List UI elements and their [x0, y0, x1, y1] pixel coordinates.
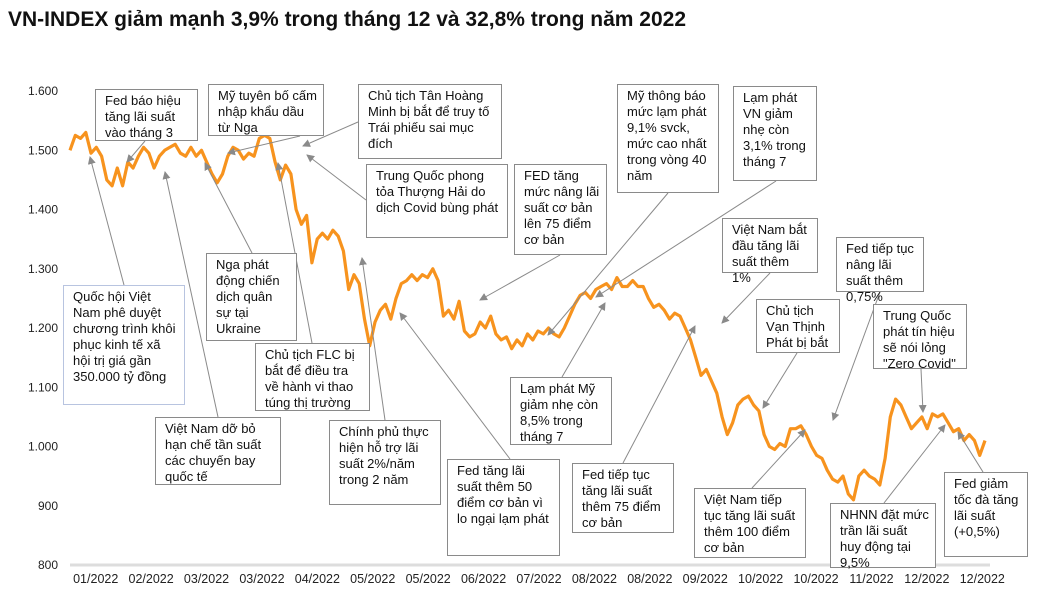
x-tick-label: 10/2022 — [793, 572, 838, 586]
annotation-box: Việt Nam bắt đầu tăng lãi suất thêm 1% — [722, 218, 818, 285]
x-tick-label: 06/2022 — [461, 572, 506, 586]
annotation-arrow — [204, 162, 253, 254]
annotation-box: Việt Nam tiếp tục tăng lãi suất thêm 100… — [694, 488, 806, 558]
annotation-box: Nga phát động chiến dịch quân sự tại Ukr… — [206, 253, 297, 341]
annotation-box: Việt Nam dỡ bỏ hạn chế tần suất các chuy… — [155, 417, 281, 485]
y-tick-label: 1.200 — [28, 321, 58, 335]
annotation-arrow — [883, 424, 946, 504]
chart-title: VN-INDEX giảm mạnh 3,9% trong tháng 12 v… — [8, 8, 687, 31]
annotation-arrow — [87, 156, 125, 286]
annotation-arrow — [721, 272, 771, 324]
annotation-box: Mỹ tuyên bố cấm nhập khẩu dầu từ Nga — [208, 84, 324, 136]
annotation-box: Fed giảm tốc đà tăng lãi suất (+0,5%) — [944, 472, 1028, 557]
annotation-arrow — [595, 180, 777, 298]
annotation-arrow — [399, 312, 511, 460]
y-tick-label: 1.600 — [28, 84, 58, 98]
annotation-arrow — [918, 368, 927, 413]
annotation-arrow — [957, 431, 984, 473]
annotation-box: Trung Quốc phong tỏa Thượng Hải do dịch … — [366, 164, 508, 238]
annotation-arrow — [126, 140, 146, 163]
annotation-arrow — [831, 291, 881, 421]
annotation-arrow — [622, 325, 696, 464]
x-tick-label: 08/2022 — [572, 572, 617, 586]
x-tick-label: 04/2022 — [295, 572, 340, 586]
x-tick-label: 02/2022 — [129, 572, 174, 586]
annotation-arrow — [359, 257, 386, 421]
x-tick-label: 03/2022 — [184, 572, 229, 586]
annotation-arrow — [479, 254, 561, 301]
x-tick-label: 07/2022 — [516, 572, 561, 586]
y-tick-label: 1.400 — [28, 203, 58, 217]
annotation-box: Chủ tịch FLC bị bắt để điều tra về hành … — [255, 343, 370, 411]
annotation-box: NHNN đặt mức trần lãi suất huy động tại … — [830, 503, 936, 570]
x-tick-label: 12/2022 — [904, 572, 949, 586]
annotation-box: Chính phủ thực hiện hỗ trợ lãi suất 2%/n… — [329, 420, 441, 505]
y-tick-label: 800 — [38, 558, 58, 572]
annotation-arrow — [302, 121, 359, 147]
x-tick-label: 12/2022 — [960, 572, 1005, 586]
x-tick-label: 08/2022 — [627, 572, 672, 586]
annotation-box: Fed tiếp tục nâng lãi suất thêm 0,75% — [836, 237, 924, 304]
annotation-box: Lạm phát VN giảm nhẹ còn 3,1% trong thán… — [733, 86, 817, 181]
annotation-box: Trung Quốc phát tín hiệu sẽ nói lỏng "Ze… — [873, 304, 967, 371]
annotation-arrow — [561, 302, 606, 378]
annotation-box: Chủ tịch Vạn Thịnh Phát bị bắt — [756, 299, 840, 353]
annotation-arrow — [762, 352, 798, 409]
x-tick-label: 01/2022 — [73, 572, 118, 586]
annotation-box: Quốc hội Việt Nam phê duyệt chương trình… — [63, 285, 185, 405]
annotation-arrow — [227, 135, 301, 156]
annotation-box: Mỹ thông báo mức lạm phát 9,1% svck, mức… — [617, 84, 719, 193]
x-tick-label: 11/2022 — [849, 572, 893, 586]
y-tick-label: 1.000 — [28, 440, 58, 454]
x-tick-label: 03/2022 — [239, 572, 284, 586]
y-tick-label: 900 — [38, 499, 58, 513]
annotation-arrow — [751, 429, 806, 489]
y-tick-label: 1.300 — [28, 262, 58, 276]
x-tick-label: 05/2022 — [406, 572, 451, 586]
x-tick-label: 05/2022 — [350, 572, 395, 586]
annotation-box: Lạm phát Mỹ giảm nhẹ còn 8,5% trong thán… — [510, 377, 612, 445]
x-tick-label: 10/2022 — [738, 572, 783, 586]
annotation-box: Fed báo hiệu tăng lãi suất vào tháng 3 — [95, 89, 198, 141]
annotation-box: Fed tăng lãi suất thêm 50 điểm cơ bản vì… — [447, 459, 560, 556]
annotation-box: FED tăng mức nâng lãi suất cơ bản lên 75… — [514, 164, 607, 255]
y-tick-label: 1.100 — [28, 380, 58, 394]
series-line-vn-index — [68, 130, 987, 502]
annotation-arrow — [162, 171, 219, 418]
x-tick-label: 09/2022 — [683, 572, 728, 586]
annotation-arrow — [306, 154, 367, 201]
annotation-box: Chủ tịch Tân Hoàng Minh bị bắt để truy t… — [358, 84, 502, 159]
annotation-arrow — [547, 192, 669, 336]
y-tick-label: 1.500 — [28, 143, 58, 157]
annotation-box: Fed tiếp tục tăng lãi suất thêm 75 điểm … — [572, 463, 674, 533]
